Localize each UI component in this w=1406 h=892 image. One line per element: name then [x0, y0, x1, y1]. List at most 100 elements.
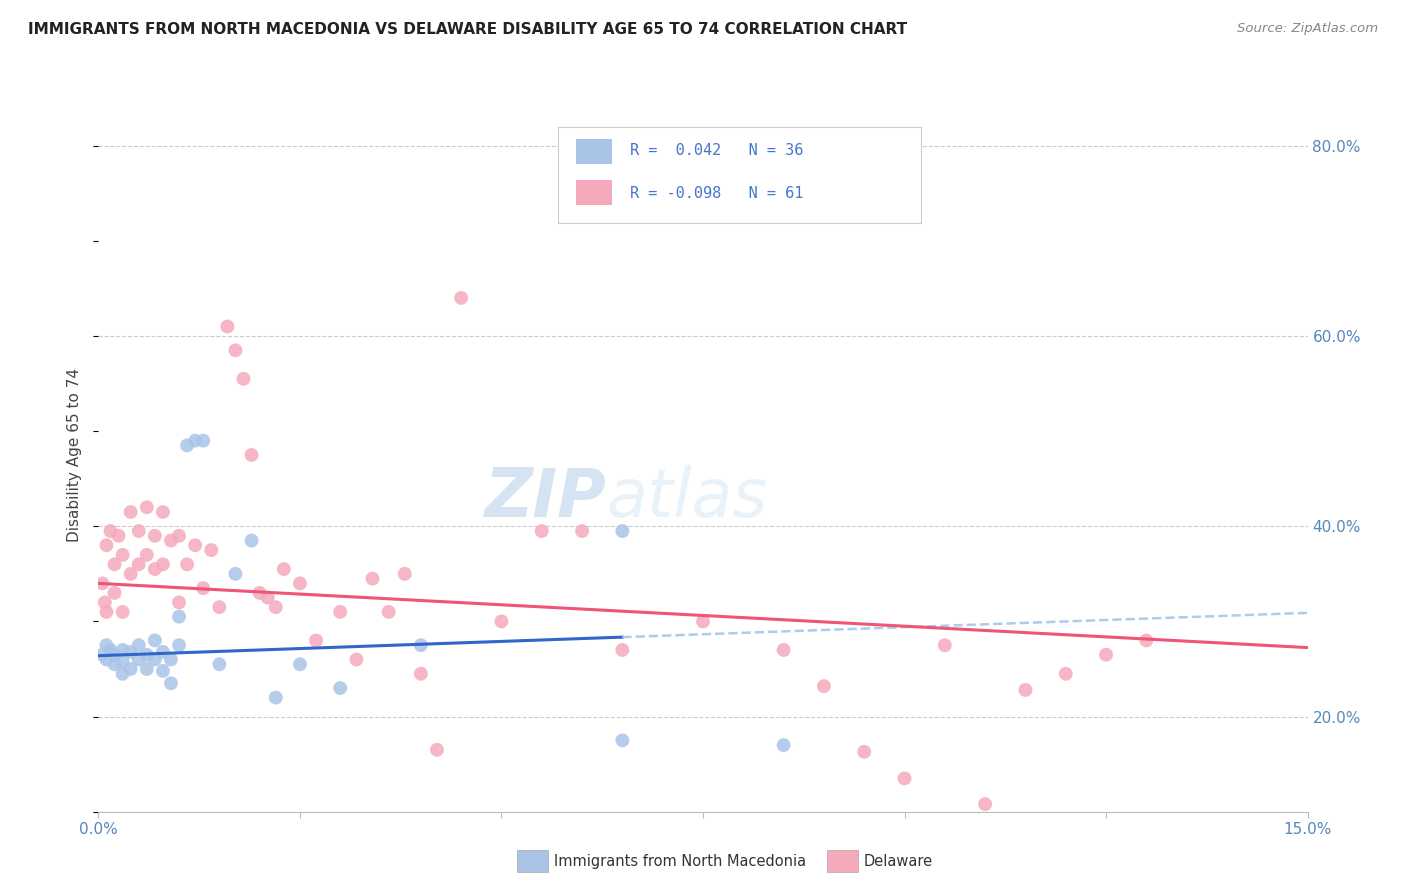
- Point: [305, 633, 328, 648]
- Point: [1095, 648, 1118, 662]
- Point: [612, 524, 634, 538]
- Point: [853, 745, 876, 759]
- Point: [135, 500, 157, 515]
- Point: [128, 652, 150, 666]
- Y-axis label: Disability Age 65 to 74: Disability Age 65 to 74: [67, 368, 83, 542]
- Point: [143, 529, 166, 543]
- Point: [103, 657, 125, 672]
- Point: [193, 581, 215, 595]
- Text: R =  0.042   N = 36: R = 0.042 N = 36: [630, 143, 804, 158]
- Point: [409, 666, 432, 681]
- Point: [152, 645, 174, 659]
- Point: [152, 505, 174, 519]
- Point: [612, 733, 634, 747]
- Point: [772, 643, 794, 657]
- Point: [184, 538, 207, 552]
- Point: [120, 645, 142, 659]
- Point: [329, 605, 352, 619]
- Point: [91, 648, 114, 662]
- Point: [167, 638, 190, 652]
- Text: Delaware: Delaware: [863, 855, 932, 869]
- Point: [224, 343, 246, 358]
- Point: [264, 690, 287, 705]
- Point: [143, 633, 166, 648]
- Point: [176, 438, 198, 452]
- Point: [103, 558, 125, 572]
- Point: [329, 681, 352, 695]
- Point: [288, 576, 311, 591]
- Text: Immigrants from North Macedonia: Immigrants from North Macedonia: [554, 855, 806, 869]
- Point: [450, 291, 472, 305]
- Point: [160, 652, 183, 666]
- Point: [240, 533, 263, 548]
- Point: [152, 664, 174, 678]
- Point: [111, 605, 134, 619]
- Point: [128, 638, 150, 652]
- Bar: [576, 139, 613, 164]
- Point: [288, 657, 311, 672]
- Text: ZIP: ZIP: [485, 465, 606, 531]
- Point: [1054, 666, 1077, 681]
- Point: [249, 586, 271, 600]
- FancyBboxPatch shape: [558, 127, 921, 223]
- Point: [111, 548, 134, 562]
- Point: [934, 638, 956, 652]
- Point: [193, 434, 215, 448]
- Point: [240, 448, 263, 462]
- Point: [100, 643, 122, 657]
- Point: [772, 738, 794, 752]
- Bar: [576, 180, 613, 205]
- Point: [128, 558, 150, 572]
- Point: [176, 558, 198, 572]
- Point: [167, 529, 190, 543]
- Point: [217, 319, 239, 334]
- Point: [111, 654, 134, 668]
- Point: [612, 643, 634, 657]
- Point: [107, 529, 129, 543]
- Point: [120, 505, 142, 519]
- Point: [160, 676, 183, 690]
- Point: [111, 643, 134, 657]
- Point: [96, 605, 118, 619]
- Point: [530, 524, 553, 538]
- Point: [167, 595, 190, 609]
- Text: R = -0.098   N = 61: R = -0.098 N = 61: [630, 186, 804, 201]
- Point: [120, 662, 142, 676]
- Point: [184, 434, 207, 448]
- Text: IMMIGRANTS FROM NORTH MACEDONIA VS DELAWARE DISABILITY AGE 65 TO 74 CORRELATION : IMMIGRANTS FROM NORTH MACEDONIA VS DELAW…: [28, 22, 907, 37]
- Point: [96, 638, 118, 652]
- Point: [256, 591, 278, 605]
- Point: [103, 586, 125, 600]
- Point: [224, 566, 246, 581]
- Point: [344, 652, 367, 666]
- Point: [1135, 633, 1157, 648]
- Point: [571, 524, 593, 538]
- Point: [96, 538, 118, 552]
- Point: [100, 524, 122, 538]
- Text: Source: ZipAtlas.com: Source: ZipAtlas.com: [1237, 22, 1378, 36]
- Point: [135, 548, 157, 562]
- Point: [94, 595, 117, 609]
- Point: [264, 600, 287, 615]
- Point: [120, 566, 142, 581]
- Point: [394, 566, 416, 581]
- Point: [813, 679, 835, 693]
- Point: [128, 524, 150, 538]
- Point: [377, 605, 399, 619]
- Point: [974, 797, 997, 811]
- Point: [409, 638, 432, 652]
- Text: atlas: atlas: [606, 465, 768, 531]
- Point: [208, 657, 231, 672]
- Point: [111, 666, 134, 681]
- Point: [893, 772, 915, 786]
- Point: [135, 648, 157, 662]
- Point: [200, 543, 222, 558]
- Point: [143, 652, 166, 666]
- Point: [692, 615, 714, 629]
- Point: [96, 652, 118, 666]
- Point: [167, 609, 190, 624]
- Point: [361, 572, 384, 586]
- Point: [91, 576, 114, 591]
- Point: [103, 648, 125, 662]
- Point: [1014, 682, 1036, 697]
